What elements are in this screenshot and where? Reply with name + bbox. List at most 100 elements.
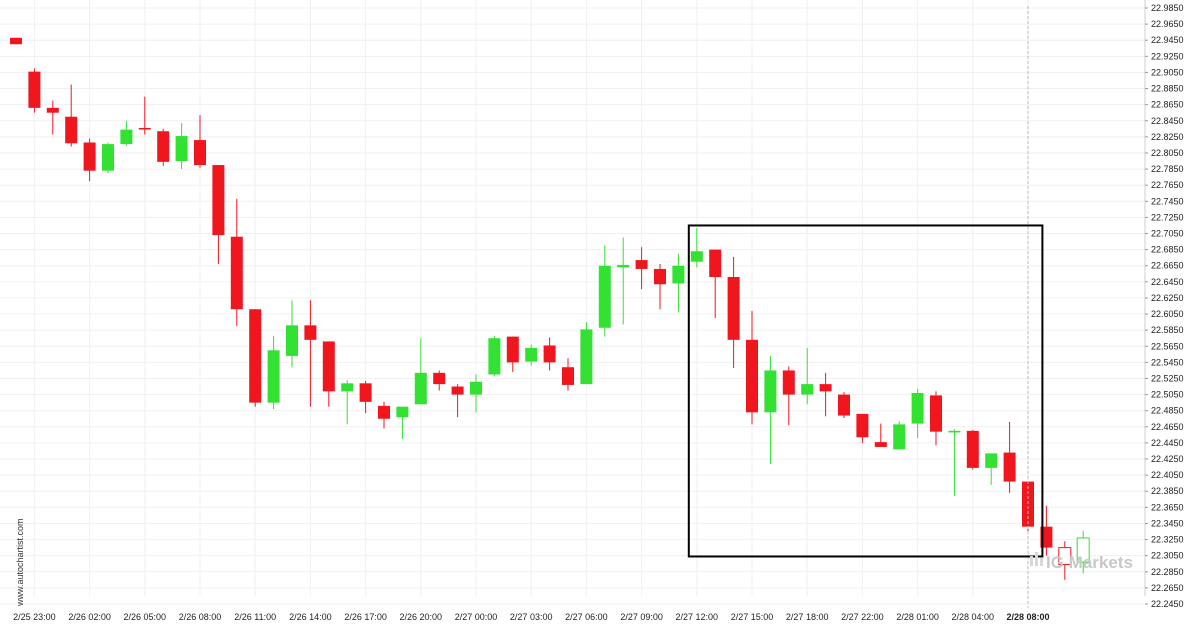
candle-bullish	[985, 453, 998, 468]
y-tick-label: 22.2450	[1151, 599, 1184, 609]
candle-bearish	[819, 384, 832, 392]
candle-bearish	[746, 339, 758, 413]
candle-bullish	[341, 383, 354, 392]
logo-bar-2	[1035, 552, 1038, 566]
candle-bearish	[1022, 481, 1034, 527]
candle-bullish	[102, 144, 114, 171]
candle-bearish	[157, 131, 170, 162]
candle-pending	[1058, 547, 1072, 566]
candle-bearish	[930, 395, 942, 432]
candle-bearish	[212, 165, 225, 236]
candle-bullish	[764, 370, 777, 413]
candle-bearish	[28, 71, 41, 108]
x-tick-label: 2/27 00:00	[455, 612, 498, 622]
candle-bullish	[470, 381, 482, 395]
y-tick-label: 22.6450	[1151, 277, 1184, 287]
candle-bullish	[175, 136, 188, 162]
candle-bearish	[654, 268, 666, 285]
y-tick-label: 22.4650	[1151, 422, 1184, 432]
y-tick-label: 22.3050	[1151, 551, 1184, 561]
x-tick-label: 2/27 03:00	[510, 612, 553, 622]
candle-bearish	[433, 372, 446, 385]
y-tick-label: 22.6050	[1151, 309, 1184, 319]
y-tick-label: 22.8650	[1151, 100, 1184, 110]
candle-bearish	[322, 341, 335, 392]
y-tick-label: 22.7850	[1151, 164, 1184, 174]
y-tick-label: 22.5050	[1151, 390, 1184, 400]
x-tick-label: 2/27 18:00	[786, 612, 829, 622]
x-tick-label: 2/28 04:00	[952, 612, 995, 622]
candle-bearish	[966, 430, 979, 468]
y-tick-label: 22.3850	[1151, 486, 1184, 496]
y-tick-label: 22.6850	[1151, 245, 1184, 255]
y-tick-label: 22.2850	[1151, 567, 1184, 577]
x-tick-label: 2/28 08:00	[1006, 612, 1049, 622]
y-tick-label: 22.3250	[1151, 535, 1184, 545]
y-tick-label: 22.6250	[1151, 293, 1184, 303]
y-tick-label: 22.7450	[1151, 196, 1184, 206]
candle-bullish	[801, 384, 814, 395]
candle-bullish	[267, 350, 280, 403]
x-tick-label: 2/25 23:00	[13, 612, 56, 622]
y-tick-label: 22.4450	[1151, 438, 1184, 448]
candle-bearish	[635, 260, 648, 269]
candle-bearish	[727, 277, 740, 340]
y-tick-label: 22.8250	[1151, 132, 1184, 142]
grid	[0, 0, 1145, 605]
candle-bearish	[1040, 526, 1053, 548]
candle-bearish	[451, 386, 464, 395]
y-tick-label: 22.5850	[1151, 325, 1184, 335]
candle-bullish	[672, 265, 685, 284]
candle-bearish	[230, 236, 243, 310]
x-tick-label: 2/26 05:00	[124, 612, 167, 622]
y-tick-label: 22.4850	[1151, 406, 1184, 416]
y-tick-label: 22.5250	[1151, 373, 1184, 383]
candle-bullish	[414, 372, 427, 405]
candle-bullish	[690, 251, 703, 262]
y-tick-label: 22.3450	[1151, 518, 1184, 528]
candle-bearish	[249, 309, 262, 403]
x-tick-label: 2/26 02:00	[68, 612, 111, 622]
logo: IG Markets	[1030, 552, 1133, 572]
candle-pending	[1076, 537, 1090, 563]
candle-bearish	[838, 394, 850, 416]
candle-bullish	[120, 129, 133, 145]
candle-bearish	[83, 142, 96, 171]
candle-bullish	[617, 264, 630, 268]
candle-bearish	[1003, 452, 1016, 482]
candle-bearish	[874, 442, 887, 447]
candle-bullish	[948, 430, 961, 433]
pattern-box	[687, 224, 1044, 558]
y-tick-label: 22.4050	[1151, 470, 1184, 480]
pattern-box-layer	[687, 224, 1044, 558]
x-tick-label: 2/27 15:00	[731, 612, 774, 622]
logo-bar-3	[1040, 558, 1043, 566]
candle-bullish	[893, 424, 906, 450]
y-tick-label: 22.9250	[1151, 51, 1184, 61]
x-tick-label: 2/27 12:00	[676, 612, 719, 622]
x-tick-label: 2/27 09:00	[620, 612, 663, 622]
y-tick-label: 22.5450	[1151, 357, 1184, 367]
x-axis-ticks: 2/25 23:00 2/26 02:00 2/26 05:00 2/26 08:00…	[13, 612, 1049, 622]
candle-bearish	[562, 367, 574, 385]
y-tick-label: 22.5650	[1151, 341, 1184, 351]
y-tick-label: 22.9450	[1151, 35, 1184, 45]
candle-bullish	[911, 392, 924, 424]
y-axis-ticks: 22.9850 22.9650 22.9450 22.9250 22.9050 22.88…	[1145, 3, 1184, 609]
candle-bearish	[65, 116, 78, 144]
y-tick-label: 22.7250	[1151, 212, 1184, 222]
x-tick-label: 2/27 22:00	[841, 612, 884, 622]
candle-bearish	[194, 140, 206, 166]
logo-bar-1	[1030, 556, 1033, 566]
y-tick-label: 22.7050	[1151, 229, 1184, 239]
y-tick-label: 22.8450	[1151, 116, 1184, 126]
candle-bullish	[286, 325, 298, 356]
candle-bearish	[543, 345, 556, 363]
candle-bearish	[138, 128, 151, 130]
candle-bullish	[598, 265, 611, 328]
candle-bullish	[525, 347, 538, 362]
y-tick-label: 22.9050	[1151, 67, 1184, 77]
x-tick-label: 2/26 11:00	[234, 612, 276, 622]
candle-bearish	[378, 405, 390, 419]
logo-text: IG Markets	[1046, 553, 1133, 572]
